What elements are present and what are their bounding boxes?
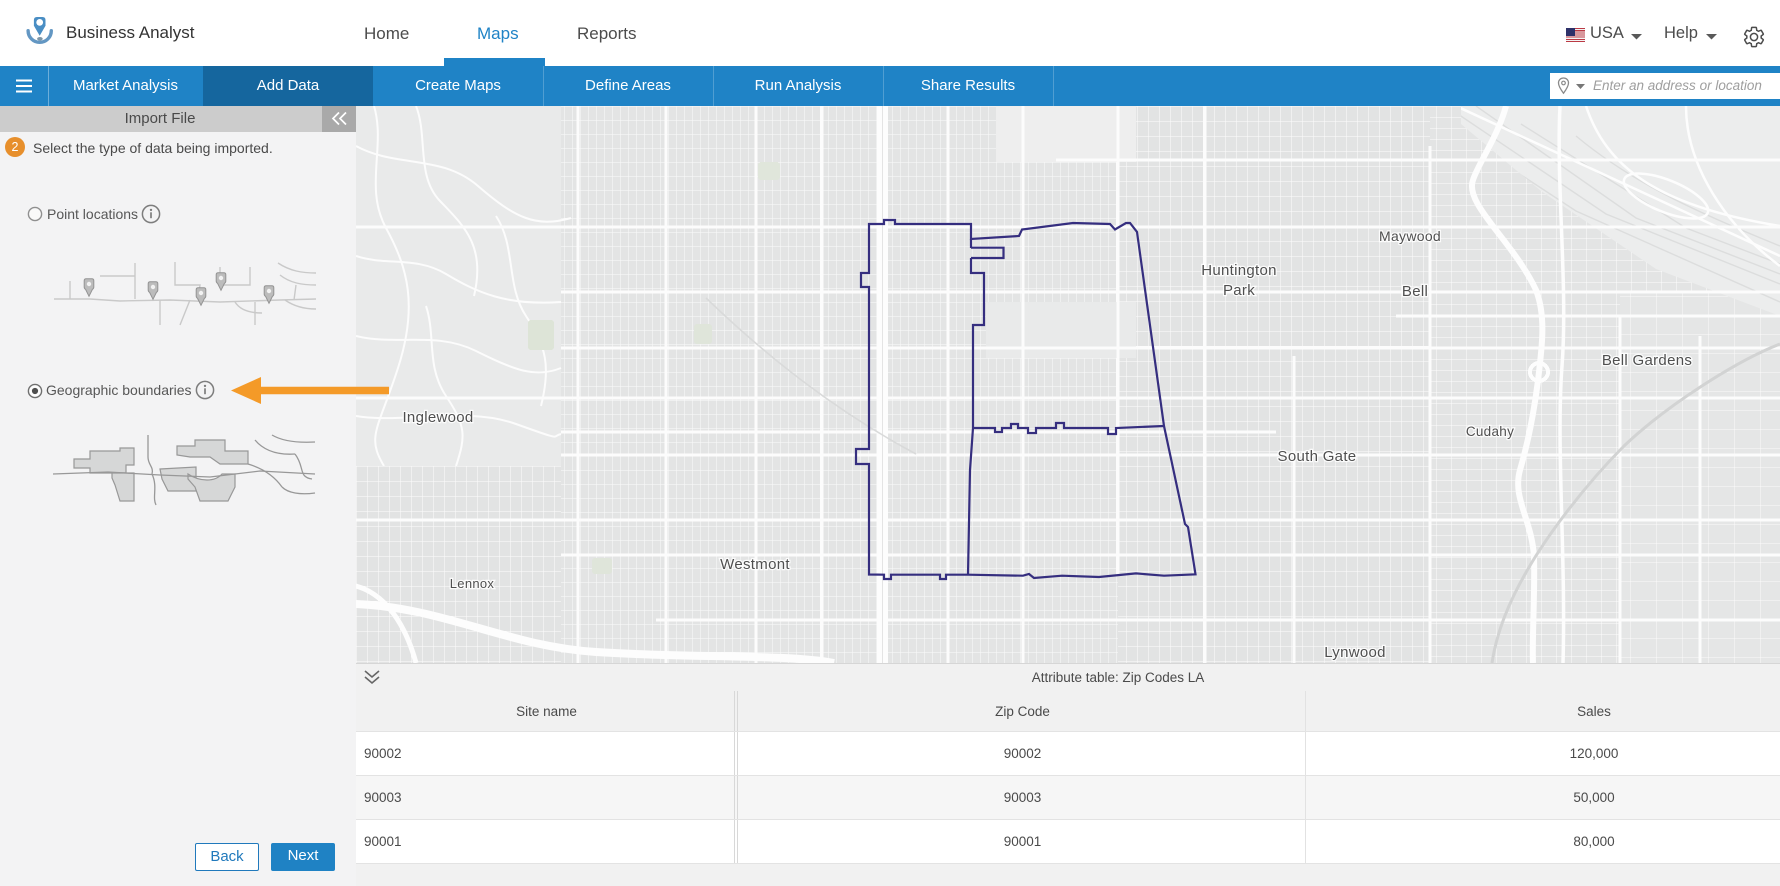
svg-text:Inglewood: Inglewood [402,409,473,426]
svg-text:Bell Gardens: Bell Gardens [1602,352,1692,369]
svg-text:South Gate: South Gate [1278,448,1357,465]
svg-text:Westmont: Westmont [720,556,790,573]
svg-text:Lynwood: Lynwood [1324,644,1386,661]
svg-text:Park: Park [1223,282,1255,299]
svg-text:Bell: Bell [1402,283,1428,300]
svg-text:Maywood: Maywood [1379,228,1441,244]
svg-text:Huntington: Huntington [1201,262,1277,279]
svg-text:Lennox: Lennox [450,576,495,591]
svg-text:Cudahy: Cudahy [1466,424,1514,439]
